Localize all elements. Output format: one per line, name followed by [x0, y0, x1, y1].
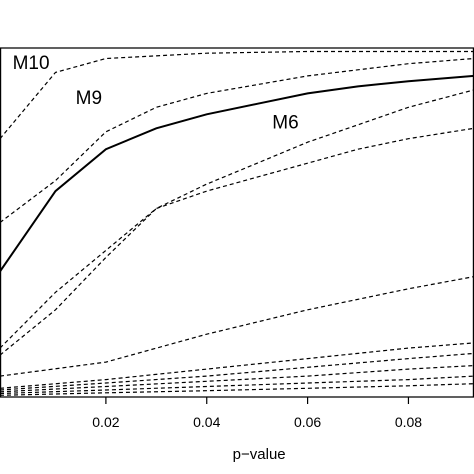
x-axis-title: p−value: [233, 446, 286, 463]
series-line-4: [0, 127, 474, 349]
x-axis: 0.02 0.04 0.06 0.08: [92, 397, 422, 430]
x-tick-label: 0.08: [395, 414, 422, 430]
x-tick-label: 0.06: [294, 414, 321, 430]
x-tick-label: 0.04: [193, 414, 220, 430]
series-labels: M10 M9 M6: [13, 53, 299, 133]
series-line-2: [0, 57, 474, 223]
series-line-3: [0, 74, 474, 272]
plot-lines: [0, 50, 474, 396]
series-label-m6: M6: [272, 112, 298, 133]
x-tick-label: 0.02: [92, 414, 119, 430]
series-line-5: [0, 89, 474, 356]
series-line-8: [0, 352, 474, 391]
series-line-1: [0, 50, 474, 140]
series-label-m10: M10: [13, 53, 50, 74]
series-line-7: [0, 342, 474, 389]
series-line-6: [0, 276, 474, 377]
series-label-m9: M9: [76, 88, 102, 109]
series-line-9: [0, 365, 474, 393]
